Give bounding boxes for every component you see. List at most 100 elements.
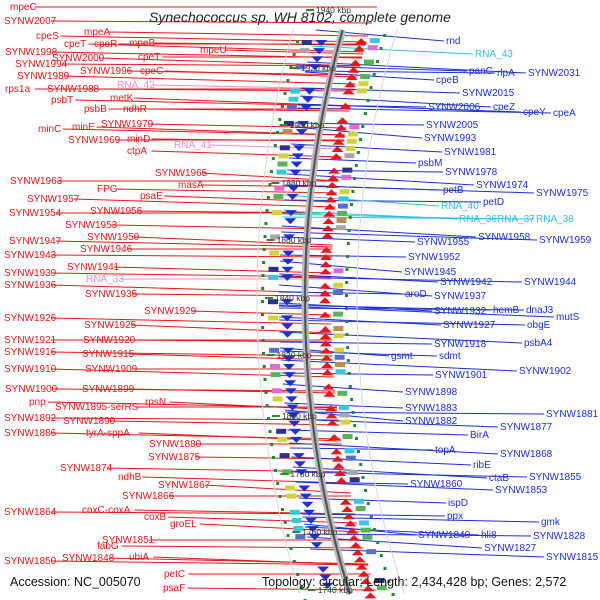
cog-category-block: [333, 311, 344, 317]
ring-dot: [347, 372, 351, 375]
forward-gene-arrow: [323, 390, 336, 397]
reverse-gene-arrow: [287, 412, 300, 419]
gene-label-reverse: aroD: [405, 289, 427, 300]
forward-gene-arrow: [324, 196, 337, 203]
ring-dot: [262, 248, 266, 251]
gene-label-forward: SYNW1916: [4, 347, 57, 358]
gene-label-reverse: SYNW1898: [405, 387, 458, 398]
cog-category-block: [335, 225, 346, 231]
forward-gene-arrow: [322, 383, 335, 390]
cog-category-block: [360, 74, 371, 79]
ring-dot: [372, 528, 376, 531]
cog-category-block: [374, 578, 385, 583]
reverse-gene-arrow: [281, 331, 294, 338]
gene-label-forward: SYNW1998: [5, 47, 58, 58]
ring-dot: [296, 573, 300, 576]
gene-label-forward: SYNW1915: [82, 349, 135, 360]
gene-label-reverse: SYNW1937: [434, 291, 487, 302]
ring-dot: [391, 593, 395, 596]
reverse-gene-arrow: [284, 380, 297, 387]
gene-label-reverse: RNA_37: [497, 214, 535, 225]
ring-dot: [353, 424, 357, 427]
gene-label-reverse: SYNW1901: [435, 370, 488, 381]
kbp-tick-label: 1740 kbp: [318, 585, 353, 595]
ring-dot: [265, 404, 269, 407]
reverse-gene-arrow: [281, 274, 294, 281]
forward-gene-arrow: [327, 174, 340, 181]
gene-label-forward: petC: [164, 569, 185, 580]
forward-gene-arrow: [320, 347, 333, 354]
reverse-gene-arrow: [283, 372, 296, 379]
gene-label-reverse: gsmt: [391, 351, 413, 362]
forward-strand-track: [319, 38, 387, 599]
gene-label-forward: SYNW1851: [102, 535, 155, 546]
kbp-tick-label: 1760 kbp: [302, 527, 337, 537]
gene-label-forward: SYNW1947: [9, 236, 62, 247]
kbp-tick-label: 1920 kbp: [301, 63, 336, 73]
cog-category-block: [358, 520, 369, 526]
leader-line: [153, 42, 366, 46]
gene-label-reverse: SYNW1855: [529, 472, 582, 483]
cog-category-block: [268, 274, 279, 280]
cog-category-block: [376, 585, 387, 591]
gene-label-forward: SYNW1920: [83, 335, 136, 346]
cog-category-block: [276, 169, 287, 175]
forward-gene-arrow: [320, 254, 333, 260]
reverse-gene-arrow: [290, 161, 303, 168]
cog-category-block: [270, 364, 280, 369]
gene-label-reverse: mutS: [556, 312, 580, 323]
gene-label-reverse: SYNW1945: [404, 267, 457, 278]
forward-gene-arrow: [319, 333, 332, 340]
ring-dot: [276, 131, 279, 134]
gene-label-forward: SYNW1979: [101, 119, 154, 130]
forward-gene-arrow: [345, 74, 358, 80]
cog-category-block: [291, 517, 302, 523]
gene-label-forward: ctpA: [127, 146, 147, 157]
forward-gene-arrow: [319, 326, 332, 332]
genome-backbone: [256, 29, 405, 596]
leader-line: [307, 61, 527, 74]
leader-line: [301, 513, 446, 517]
gene-label-reverse: SYNW1975: [536, 188, 589, 199]
gene-label-reverse: SYNW2015: [462, 88, 515, 99]
ring-dot: [267, 417, 270, 420]
cog-category-block: [349, 124, 360, 130]
ring-dot: [372, 73, 376, 76]
forward-gene-arrow: [335, 477, 348, 484]
cog-category-block: [335, 362, 345, 367]
forward-gene-arrow: [330, 153, 343, 160]
ring-dot: [379, 554, 383, 557]
ring-dot: [345, 333, 349, 336]
kbp-tick-label: 1880 kbp: [281, 178, 316, 188]
reverse-gene-arrow: [303, 88, 316, 95]
leader-line: [279, 319, 526, 326]
cog-category-block: [274, 185, 285, 191]
reverse-gene-arrow: [282, 355, 295, 362]
forward-gene-arrow: [319, 297, 331, 304]
forward-gene-arrow: [355, 38, 368, 44]
cog-category-block: [348, 470, 359, 475]
cog-category-block: [295, 534, 306, 540]
cog-category-block: [333, 282, 344, 288]
reverse-gene-arrow: [303, 509, 316, 516]
gene-labels: mpeC SYNW2007 mpeA cpeS cpeT cpeR mpeB mpeU SYNW…: [4, 2, 599, 594]
gene-label-reverse: sdmt: [439, 351, 461, 362]
leader-line: [280, 359, 518, 372]
reverse-gene-arrow: [290, 436, 303, 443]
ring-dot: [281, 508, 284, 511]
ring-dot: [261, 274, 265, 277]
cog-category-block: [269, 250, 280, 256]
gene-label-reverse: SYNW1959: [539, 235, 592, 246]
reverse-gene-arrow: [297, 121, 310, 127]
leader-line: [282, 216, 535, 220]
leader-line: [278, 305, 555, 318]
gene-label-reverse: RNA_36: [459, 214, 497, 225]
ring-dot: [292, 560, 296, 563]
gene-label-forward: SYNW1953: [65, 220, 118, 231]
reverse-gene-arrow: [319, 574, 332, 581]
gene-label-reverse: hemB: [493, 305, 519, 316]
leader-line: [288, 157, 417, 164]
leader-line: [111, 224, 334, 230]
ring-dot: [261, 339, 265, 342]
cog-category-block: [282, 469, 293, 475]
